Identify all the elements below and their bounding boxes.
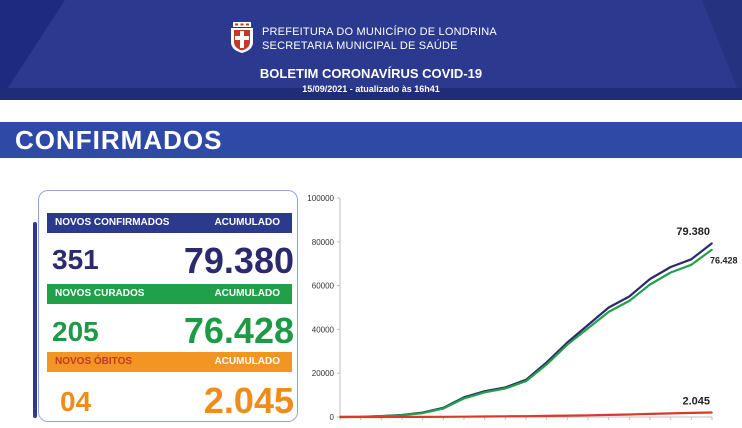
series-1-point (711, 248, 713, 251)
header-line1: PREFEITURA DO MUNICÍPIO DE LONDRINA (262, 26, 497, 38)
city-seal-icon (231, 22, 253, 53)
series-2-point (359, 416, 362, 418)
series-2-point (669, 412, 672, 415)
series-0-point (587, 324, 589, 326)
curados-acumulado-value: 76.428 (183, 310, 294, 351)
series-2-point (401, 416, 403, 418)
series-1-point (483, 391, 486, 394)
novos-obitos-value: 04 (60, 386, 92, 417)
series-2-point (690, 412, 693, 414)
y-tick-label: 0 (330, 413, 335, 422)
series-0-point (649, 278, 651, 280)
series-2-point (628, 413, 631, 416)
header-bottom-strip (0, 88, 742, 100)
series-1-point (628, 300, 631, 302)
confirmados-acumulado-value: 79.380 (183, 240, 294, 281)
confirmados-header-bar: NOVOS CONFIRMADOS ACUMULADO (47, 213, 292, 233)
series-2-point (442, 416, 445, 418)
series-1-point (421, 412, 424, 414)
series-2-point (607, 414, 610, 416)
series-2-point (421, 416, 424, 418)
series-1-point (504, 387, 507, 390)
stats-card-accent (33, 222, 37, 418)
series-1-point (401, 414, 403, 417)
series-2-point (566, 414, 569, 417)
series-0-point (711, 242, 713, 244)
bulletin-title: BOLETIM CORONAVÍRUS COVID-19 (259, 66, 483, 81)
section-title: CONFIRMADOS (15, 125, 223, 155)
y-tick-label: 80000 (312, 238, 335, 247)
series-2-point (525, 415, 527, 417)
novos-curados-value: 205 (52, 316, 99, 347)
novos-curados-label: NOVOS CURADOS (55, 288, 145, 299)
header-decoration-left (0, 0, 65, 100)
series-2-point (649, 413, 651, 415)
series-1-point (525, 380, 527, 382)
series-2-point (339, 416, 341, 418)
series-1-point (649, 283, 651, 286)
header-decoration-right (702, 0, 742, 100)
series-1-point (587, 327, 589, 330)
series-1-point (442, 407, 445, 410)
y-tick-label: 20000 (312, 369, 335, 378)
header-line2: SECRETARIA MUNICIPAL DE SAÚDE (262, 40, 458, 52)
series-0-point (690, 258, 693, 261)
series-1-point (669, 271, 672, 274)
end-value-label-0: 79.380 (676, 226, 710, 238)
series-0-point (669, 266, 672, 268)
series-1-point (566, 343, 569, 346)
series-2-point (380, 416, 383, 418)
series-1-point (607, 311, 610, 313)
obitos-acumulado-label: ACUMULADO (214, 356, 280, 367)
series-1-point (690, 263, 693, 266)
series-2-point (504, 415, 507, 418)
y-tick-label: 60000 (312, 282, 335, 291)
series-0-point (628, 295, 631, 298)
section-band: CONFIRMADOS (0, 122, 742, 158)
novos-confirmados-value: 351 (52, 244, 99, 275)
novos-confirmados-label: NOVOS CONFIRMADOS (55, 217, 170, 228)
obitos-acumulado-value: 2.045 (203, 380, 294, 421)
y-tick-label: 100000 (307, 194, 334, 203)
obitos-header-bar: NOVOS ÓBITOS ACUMULADO (47, 352, 292, 372)
series-2-point (545, 415, 548, 417)
header-banner: PREFEITURA DO MUNICÍPIO DE LONDRINA SECR… (0, 0, 742, 100)
curados-acumulado-label: ACUMULADO (214, 288, 280, 299)
series-0-point (566, 341, 569, 344)
series-2-point (711, 411, 713, 414)
cumulative-line-chart: 0 20000 40000 60000 80000 100000 79.380 76.428 2… (307, 194, 738, 422)
series-1-point (545, 363, 548, 366)
novos-obitos-label: NOVOS ÓBITOS (55, 356, 133, 367)
curados-header-bar: NOVOS CURADOS ACUMULADO (47, 284, 292, 304)
end-value-label-2: 2.045 (682, 396, 710, 408)
series-line-0 (339, 242, 713, 419)
y-tick-label: 40000 (312, 325, 335, 334)
series-1-point (463, 397, 465, 400)
confirmados-acumulado-label: ACUMULADO (214, 217, 280, 228)
series-0-point (607, 306, 610, 309)
end-value-label-1: 76.428 (710, 256, 738, 266)
series-2-point (463, 415, 465, 418)
series-2-point (587, 414, 589, 417)
bulletin-date: 15/09/2021 - atualizado às 16h41 (302, 84, 440, 94)
series-2-point (483, 415, 486, 418)
